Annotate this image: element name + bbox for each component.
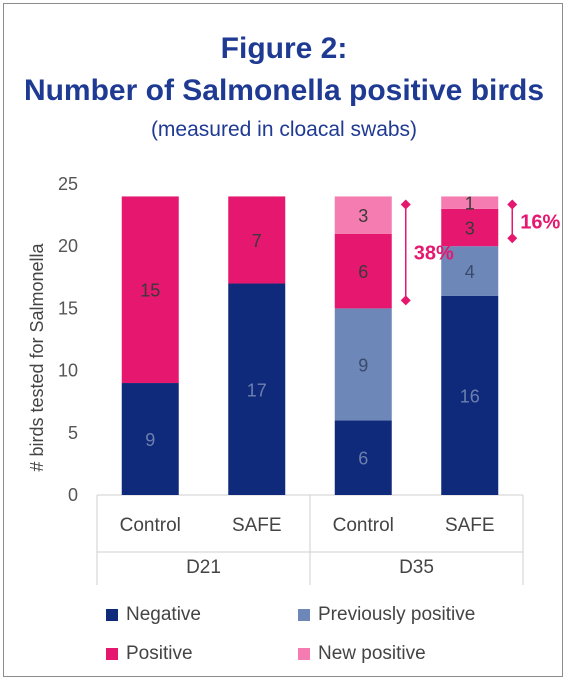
y-tick-label: 25	[58, 174, 78, 194]
bar-data-label: 3	[358, 206, 368, 226]
bar-segment-previously-positive	[441, 246, 499, 296]
x-category-label: Control	[120, 515, 181, 536]
bar-data-label: 7	[252, 231, 262, 251]
bar-data-label: 15	[140, 281, 160, 301]
bar-data-label: 4	[465, 262, 475, 282]
bar-segment-negative	[121, 383, 179, 495]
figure-title-line1: Figure 2:	[220, 32, 348, 65]
bar-data-label: 1	[465, 194, 475, 214]
y-tick-label: 5	[68, 423, 78, 443]
bar-segment-previously-positive	[334, 308, 392, 421]
x-category-label: SAFE	[445, 515, 495, 536]
figure-title-line2: Number of Salmonella positive birds	[23, 74, 545, 107]
x-category-label: SAFE	[232, 515, 282, 536]
bar-data-label: 16	[460, 386, 480, 406]
bar-segment-new-positive	[441, 196, 499, 209]
y-tick-label: 10	[58, 361, 78, 381]
annotation-label: 16%	[520, 211, 560, 233]
y-axis-label: # birds tested for Salmonella	[27, 242, 47, 471]
annotation-diamond	[400, 295, 411, 306]
annotation-diamond	[507, 199, 518, 210]
x-group-label: D21	[186, 557, 221, 578]
figure-subtitle: (measured in cloacal swabs)	[150, 118, 418, 141]
y-tick-label: 0	[68, 485, 78, 505]
y-tick-label: 20	[58, 236, 78, 256]
y-tick-label: 15	[58, 298, 78, 318]
bar-data-label: 9	[145, 430, 155, 450]
bar-segment-positive	[228, 196, 286, 284]
bar-data-label: 6	[358, 262, 368, 282]
annotation-label: 38%	[414, 242, 454, 264]
bar-segment-positive	[441, 208, 499, 247]
bar-data-label: 6	[358, 449, 368, 469]
x-group-label: D35	[399, 557, 434, 578]
bar-data-label: 3	[465, 219, 475, 239]
bar-data-label: 17	[247, 380, 267, 400]
bar-data-label: 9	[358, 355, 368, 375]
bar-segment-positive	[334, 233, 392, 309]
bar-segment-new-positive	[334, 196, 392, 234]
x-category-label: Control	[333, 515, 394, 536]
bar-segment-negative	[334, 420, 392, 495]
annotation-diamond	[507, 233, 518, 244]
bar-segment-positive	[121, 196, 179, 384]
annotation-diamond	[400, 199, 411, 210]
bar-segment-negative	[441, 295, 499, 495]
bar-segment-negative	[228, 283, 286, 495]
